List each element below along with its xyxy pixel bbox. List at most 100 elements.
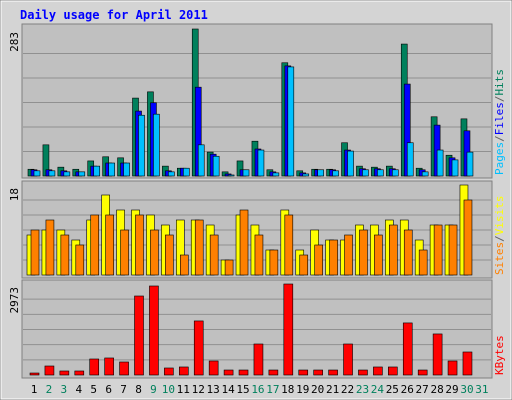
bar [45,219,55,276]
legend-entry: KBytes [493,335,506,375]
bar [193,320,204,376]
bar [389,224,398,276]
x-tick-label: 18 [281,383,294,396]
bar [359,229,368,276]
x-tick-label: 13 [207,383,220,396]
y-tick-label: 18 [8,188,21,201]
bar [119,361,129,376]
bar [149,285,159,376]
bar [89,358,100,376]
bar [447,360,458,376]
bar [448,224,458,276]
bar [253,343,264,376]
bar [417,369,428,376]
legend-entry: Visits [493,196,506,236]
bar [33,170,41,177]
x-tick-label: 31 [475,383,488,396]
legend-entry: Sites [493,242,506,275]
bar [313,369,323,376]
bar [329,239,338,276]
legend-separator: / [493,96,506,103]
x-tick-label: 10 [162,383,175,396]
bar [93,165,101,177]
legend-entry: Files [493,102,506,135]
bar [134,295,144,376]
bar [208,360,219,376]
bar [150,229,159,276]
bar [403,229,413,276]
bar [388,366,398,376]
x-tick-label: 16 [251,383,264,396]
y-tick-label: 2973 [8,287,21,314]
x-tick-label: 9 [150,383,157,396]
x-tick-label: 20 [311,383,324,396]
bar [104,357,114,376]
bar [30,229,40,276]
bar [135,214,144,276]
bar [332,170,339,177]
x-tick-label: 3 [61,383,68,396]
x-tick-label: 5 [90,383,97,396]
x-tick-label: 1 [31,383,38,396]
bar [180,254,189,276]
legend-separator: / [493,235,506,242]
bar [374,234,383,276]
bar [153,113,160,177]
bar [299,254,309,276]
x-tick-label: 21 [326,383,339,396]
bar [402,322,413,376]
bar [254,234,264,276]
bar [406,142,414,177]
bar [168,171,175,177]
legend-entry: Hits [493,69,506,96]
legend: KBytes [493,335,506,375]
bar [223,369,234,376]
bar [347,150,354,177]
bar [48,170,56,177]
legend-entry: Pages [493,142,506,175]
bar [344,234,353,276]
bar [462,351,473,376]
y-tick-label: 283 [8,32,21,52]
x-tick-label: 30 [460,383,473,396]
bar [164,367,174,376]
bar [358,369,368,376]
bar [272,172,280,177]
x-tick-label: 24 [371,383,385,396]
bar [343,343,353,376]
x-tick-label: 12 [192,383,205,396]
x-tick-label: 25 [386,383,399,396]
x-tick-label: 29 [445,383,458,396]
x-tick-label: 23 [356,383,369,396]
x-tick-label: 2 [46,383,53,396]
x-tick-label: 27 [416,383,429,396]
x-tick-label: 19 [296,383,309,396]
bar [268,369,279,376]
bar [75,244,85,276]
bar [269,249,279,276]
legend-separator: / [493,135,506,142]
bar [463,199,473,276]
bar [108,162,115,177]
bar [317,169,324,177]
bar [105,214,114,276]
bar [179,366,189,376]
legend: Sites/Visits [493,196,506,276]
bar [63,171,71,177]
bar [78,171,86,177]
bar [59,370,70,376]
bar [123,162,130,177]
bar [138,114,145,177]
bar [314,244,323,276]
bar [436,149,444,177]
bar [74,370,85,376]
bar [287,66,295,177]
bar [239,209,249,276]
bar [433,224,443,276]
x-tick-label: 26 [401,383,414,396]
x-tick-label: 15 [236,383,249,396]
bar [238,369,249,376]
chart-title: Daily usage for April 2011 [20,8,208,22]
